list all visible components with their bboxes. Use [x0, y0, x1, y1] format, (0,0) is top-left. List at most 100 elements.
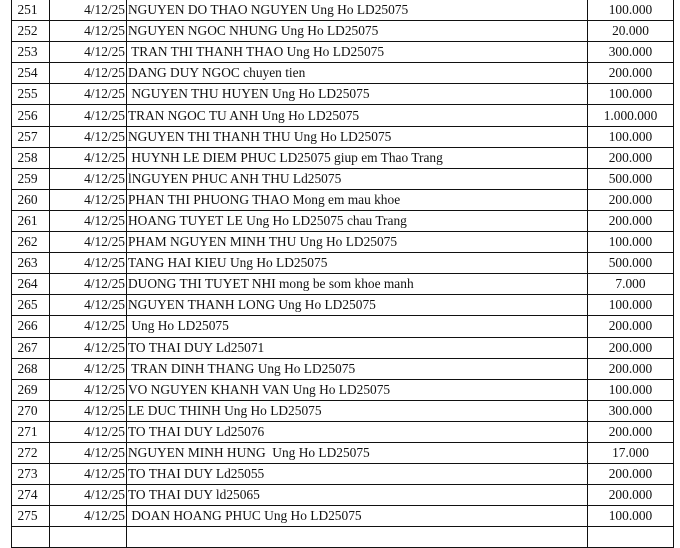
row-amount: 200.000 — [587, 336, 674, 359]
row-number: 273 — [11, 463, 50, 486]
row-amount: 200.000 — [587, 463, 674, 486]
row-date: 4/12/25 — [49, 125, 127, 148]
row-description: NGUYEN THU HUYEN Ung Ho LD25075 — [126, 83, 588, 106]
row-description: DUONG THI TUYET NHI mong be som khoe man… — [126, 273, 588, 296]
row-number: 260 — [11, 188, 50, 211]
table-row: 275 4/12/25 DOAN HOANG PHUC Ung Ho LD2507… — [11, 505, 674, 528]
row-date: 4/12/25 — [49, 294, 127, 317]
row-description: PHAM NGUYEN MINH THU Ung Ho LD25075 — [126, 231, 588, 254]
row-date: 4/12/25 — [49, 399, 127, 422]
empty-cell — [11, 526, 50, 548]
row-amount: 200.000 — [587, 420, 674, 443]
row-number: 274 — [11, 484, 50, 507]
row-amount: 100.000 — [587, 125, 674, 148]
row-number: 256 — [11, 104, 50, 127]
row-date: 4/12/25 — [49, 104, 127, 127]
row-number: 251 — [11, 0, 50, 22]
row-date: 4/12/25 — [49, 357, 127, 380]
row-number: 270 — [11, 399, 50, 422]
row-number: 264 — [11, 273, 50, 296]
table-row: 264 4/12/25 DUONG THI TUYET NHI mong be so… — [11, 273, 674, 296]
table-row: 266 4/12/25 Ung Ho LD25075 200.000 — [11, 315, 674, 338]
row-description: DOAN HOANG PHUC Ung Ho LD25075 — [126, 505, 588, 528]
row-date: 4/12/25 — [49, 273, 127, 296]
empty-cell — [126, 526, 588, 548]
row-number: 253 — [11, 41, 50, 64]
row-date: 4/12/25 — [49, 0, 127, 22]
table-row: 262 4/12/25 PHAM NGUYEN MINH THU Ung Ho LD… — [11, 231, 674, 254]
row-amount: 100.000 — [587, 505, 674, 528]
row-date: 4/12/25 — [49, 167, 127, 190]
table-row: 260 4/12/25 PHAN THI PHUONG THAO Mong em m… — [11, 188, 674, 211]
row-description: TO THAI DUY ld25065 — [126, 484, 588, 507]
row-amount: 500.000 — [587, 252, 674, 275]
row-number: 254 — [11, 62, 50, 85]
row-amount: 200.000 — [587, 62, 674, 85]
row-description: TRAN THI THANH THAO Ung Ho LD25075 — [126, 41, 588, 64]
row-date: 4/12/25 — [49, 231, 127, 254]
table-row: 274 4/12/25 TO THAI DUY ld25065 200.000 — [11, 484, 674, 507]
table-row: 253 4/12/25 TRAN THI THANH THAO Ung Ho LD… — [11, 41, 674, 64]
row-description: TO THAI DUY Ld25076 — [126, 420, 588, 443]
row-date: 4/12/25 — [49, 62, 127, 85]
row-amount: 17.000 — [587, 441, 674, 465]
row-number: 266 — [11, 315, 50, 338]
row-description: NGUYEN MINH HUNG Ung Ho LD25075 — [126, 441, 588, 465]
row-number: 272 — [11, 441, 50, 465]
row-amount: 100.000 — [587, 0, 674, 22]
row-amount: 100.000 — [587, 378, 674, 401]
row-description: DANG DUY NGOC chuyen tien — [126, 62, 588, 85]
row-amount: 200.000 — [587, 188, 674, 211]
row-date: 4/12/25 — [49, 188, 127, 211]
row-date: 4/12/25 — [49, 484, 127, 507]
row-description: LE DUC THINH Ung Ho LD25075 — [126, 399, 588, 422]
row-description: lNGUYEN PHUC ANH THU Ld25075 — [126, 167, 588, 190]
row-date: 4/12/25 — [49, 20, 127, 43]
row-description: HUYNH LE DIEM PHUC LD25075 giup em Thao … — [126, 146, 588, 169]
row-description: PHAN THI PHUONG THAO Mong em mau khoe — [126, 188, 588, 211]
table-row: 252 4/12/25 NGUYEN NGOC NHUNG Ung Ho LD250… — [11, 20, 674, 43]
row-date: 4/12/25 — [49, 463, 127, 486]
table-row: 259 4/12/25 lNGUYEN PHUC ANH THU Ld25075 50… — [11, 167, 674, 190]
row-date: 4/12/25 — [49, 441, 127, 465]
row-number: 269 — [11, 378, 50, 401]
row-number: 258 — [11, 146, 50, 169]
row-number: 263 — [11, 252, 50, 275]
row-amount: 200.000 — [587, 146, 674, 169]
row-number: 275 — [11, 505, 50, 528]
table-body: 251 4/12/25 NGUYEN DO THAO NGUYEN Ung Ho L… — [11, 0, 674, 548]
row-description: VO NGUYEN KHANH VAN Ung Ho LD25075 — [126, 378, 588, 401]
row-date: 4/12/25 — [49, 209, 127, 233]
table-row: 273 4/12/25 TO THAI DUY Ld25055 200.000 — [11, 463, 674, 486]
row-number: 252 — [11, 20, 50, 43]
row-date: 4/12/25 — [49, 336, 127, 359]
table-row-partial — [11, 526, 674, 548]
row-date: 4/12/25 — [49, 505, 127, 528]
row-number: 265 — [11, 294, 50, 317]
row-date: 4/12/25 — [49, 146, 127, 169]
row-date: 4/12/25 — [49, 252, 127, 275]
row-amount: 1.000.000 — [587, 104, 674, 127]
row-date: 4/12/25 — [49, 83, 127, 106]
row-number: 262 — [11, 231, 50, 254]
row-description: TO THAI DUY Ld25055 — [126, 463, 588, 486]
row-date: 4/12/25 — [49, 420, 127, 443]
table-row: 261 4/12/25 HOANG TUYET LE Ung Ho LD25075 … — [11, 209, 674, 233]
row-amount: 20.000 — [587, 20, 674, 43]
row-amount: 500.000 — [587, 167, 674, 190]
row-date: 4/12/25 — [49, 41, 127, 64]
table-row: 263 4/12/25 TANG HAI KIEU Ung Ho LD25075 50… — [11, 252, 674, 275]
row-amount: 300.000 — [587, 399, 674, 422]
row-number: 268 — [11, 357, 50, 380]
table-row: 257 4/12/25 NGUYEN THI THANH THU Ung Ho LD… — [11, 125, 674, 148]
table-row: 255 4/12/25 NGUYEN THU HUYEN Ung Ho LD250… — [11, 83, 674, 106]
table-row: 270 4/12/25 LE DUC THINH Ung Ho LD25075 300… — [11, 399, 674, 422]
row-description: TO THAI DUY Ld25071 — [126, 336, 588, 359]
table-row: 265 4/12/25 NGUYEN THANH LONG Ung Ho LD250… — [11, 294, 674, 317]
row-description: TRAN NGOC TU ANH Ung Ho LD25075 — [126, 104, 588, 127]
row-date: 4/12/25 — [49, 378, 127, 401]
row-number: 259 — [11, 167, 50, 190]
table-row: 271 4/12/25 TO THAI DUY Ld25076 200.000 — [11, 420, 674, 443]
row-description: TANG HAI KIEU Ung Ho LD25075 — [126, 252, 588, 275]
empty-cell — [49, 526, 127, 548]
